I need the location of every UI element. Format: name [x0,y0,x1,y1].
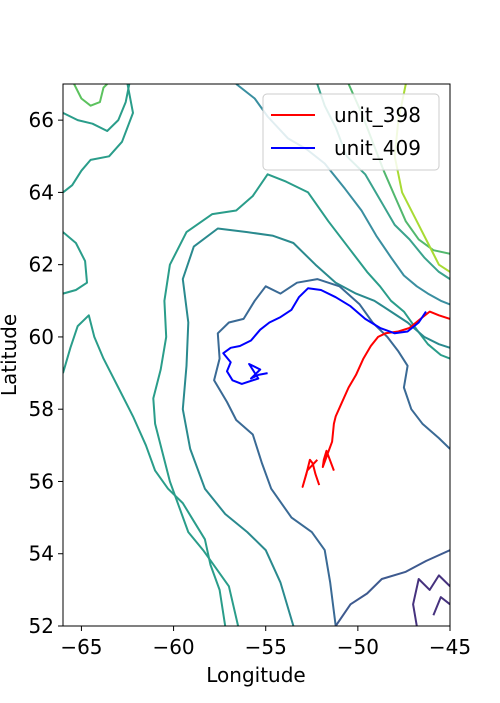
contour-line-5 [213,278,450,626]
contour-line-1 [63,231,88,295]
contour-line-3 [152,173,450,626]
bathymetry-contours [63,84,450,626]
contour-line-11 [63,84,131,132]
legend-label-unit-409: unit_409 [334,136,421,160]
y-tick-label: 64 [29,180,54,204]
y-tick-label: 58 [29,397,54,421]
y-tick-label: 52 [29,614,54,638]
contour-line-0 [63,84,134,194]
y-tick-label: 66 [29,108,54,132]
legend: unit_398 unit_409 [262,93,440,171]
y-tick-label: 56 [29,469,54,493]
track-unit-409 [222,287,427,385]
x-tick-label: −55 [245,635,287,659]
track-series [222,287,450,488]
track-unit-398-segment [301,458,321,488]
contour-line-6 [334,549,450,626]
x-axis-label: Longitude [206,663,305,687]
y-tick-label: 54 [29,542,54,566]
x-tick-label: −65 [60,635,102,659]
y-axis-label: Latitude [0,314,21,396]
track-unit-398 [321,310,450,471]
y-tick-label: 60 [29,325,54,349]
legend-label-unit-398: unit_398 [334,103,421,127]
contour-line-13 [412,574,450,626]
contour-line-12 [73,84,108,107]
x-tick-label: −50 [337,635,379,659]
legend-box [262,93,440,171]
x-tick-label: −60 [152,635,194,659]
plot-frame [62,83,451,627]
contour-line-2 [63,314,227,626]
x-axis-ticks: −65 −60 −55 −50 −45 [60,626,471,659]
x-tick-label: −45 [429,635,471,659]
y-axis-ticks: 52 54 56 58 60 62 64 66 [29,108,63,638]
contour-line-4 [181,227,450,626]
contour-line-14 [432,596,450,616]
y-tick-label: 62 [29,253,54,277]
